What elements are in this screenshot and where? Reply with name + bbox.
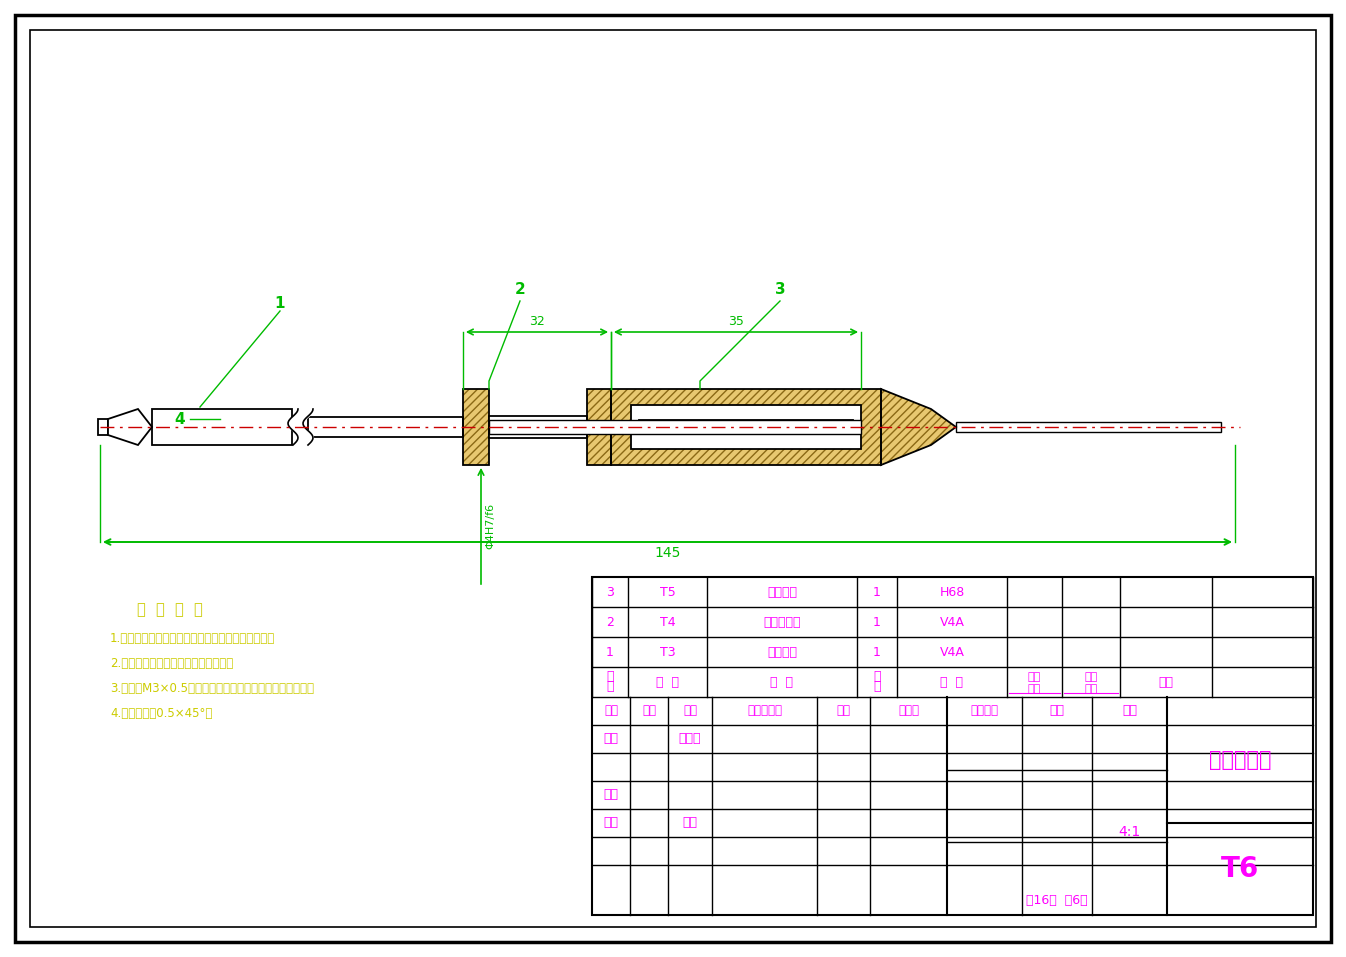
Text: 枪针后件: 枪针后件 [767, 586, 797, 598]
Text: 序: 序 [606, 671, 614, 683]
Text: 设计: 设计 [603, 732, 619, 746]
Text: 1: 1 [606, 646, 614, 658]
Bar [463, 389, 489, 465]
Bar [98, 419, 108, 435]
Text: T5: T5 [660, 586, 676, 598]
Text: 枪针前件: 枪针前件 [767, 646, 797, 658]
Bar [639, 420, 853, 434]
Text: 号: 号 [606, 680, 614, 694]
Text: 4: 4 [175, 412, 184, 427]
Text: 标准化: 标准化 [678, 732, 701, 746]
Bar [631, 405, 861, 449]
Text: 名  称: 名 称 [770, 676, 794, 688]
Polygon shape [882, 389, 956, 465]
Text: 1.枪针装配前须用汽油清洗三个零件，并涂油脂销；: 1.枪针装配前须用汽油清洗三个零件，并涂油脂销； [110, 632, 275, 645]
Text: 比例: 比例 [1123, 704, 1137, 718]
Bar [489, 420, 861, 434]
Text: 量: 量 [874, 680, 880, 694]
Text: 处数: 处数 [642, 704, 656, 718]
Text: V4A: V4A [940, 646, 965, 658]
Text: 1: 1 [275, 296, 285, 311]
Text: 枪针装配图: 枪针装配图 [1209, 750, 1271, 770]
Bar [611, 389, 882, 465]
Text: 备注: 备注 [1159, 676, 1174, 688]
Text: 1: 1 [874, 586, 880, 598]
Text: 更改文件号: 更改文件号 [747, 704, 782, 718]
Text: 3: 3 [606, 586, 614, 598]
Bar [308, 417, 463, 437]
Text: 签名: 签名 [836, 704, 851, 718]
Text: 工艺: 工艺 [603, 816, 619, 830]
Text: 4.未注倒角为0.5×45°。: 4.未注倒角为0.5×45°。 [110, 707, 213, 720]
Text: 32: 32 [529, 315, 545, 328]
Bar [587, 389, 611, 465]
Text: T3: T3 [660, 646, 676, 658]
Text: H68: H68 [940, 586, 965, 598]
Text: 2.枪针为精密件，装配时要小心对待；: 2.枪针为精密件，装配时要小心对待； [110, 657, 233, 670]
Bar [489, 416, 587, 438]
Text: 重量: 重量 [1028, 684, 1040, 695]
Text: Φ4H7/f6: Φ4H7/f6 [485, 503, 495, 549]
Text: 4:1: 4:1 [1119, 825, 1140, 839]
Text: T4: T4 [660, 615, 676, 629]
Text: 3: 3 [775, 282, 785, 297]
Text: 阶段标记: 阶段标记 [970, 704, 999, 718]
Text: 2: 2 [514, 282, 525, 297]
Text: 标记: 标记 [604, 704, 618, 718]
Text: 年月日: 年月日 [898, 704, 919, 718]
Text: 材  料: 材 料 [941, 676, 964, 688]
Text: 枪针中间件: 枪针中间件 [763, 615, 801, 629]
Text: 35: 35 [728, 315, 744, 328]
Bar [611, 389, 882, 465]
Text: 代  号: 代 号 [656, 676, 678, 688]
Text: 技  术  要  求: 技 术 要 求 [137, 602, 203, 617]
Text: 分区: 分区 [682, 704, 697, 718]
Text: 2: 2 [606, 615, 614, 629]
Text: 重量: 重量 [1050, 704, 1065, 718]
Text: 单件: 单件 [1028, 673, 1040, 682]
Text: 数: 数 [874, 671, 880, 683]
Polygon shape [108, 409, 152, 445]
Text: 1: 1 [874, 615, 880, 629]
Bar [587, 389, 611, 465]
Text: 1: 1 [874, 646, 880, 658]
Text: 145: 145 [654, 546, 681, 560]
Text: 3.螺纹为M3×0.5，装配时选到底，以保证枪针的精足性；: 3.螺纹为M3×0.5，装配时选到底，以保证枪针的精足性； [110, 682, 314, 695]
Bar [152, 409, 292, 445]
Text: 审核: 审核 [603, 789, 619, 802]
Bar [592, 577, 1312, 915]
Text: T6: T6 [1221, 856, 1259, 883]
Text: 共16张  第6张: 共16张 第6张 [1026, 895, 1088, 907]
Bar [463, 389, 489, 465]
Bar [956, 422, 1221, 432]
Text: 重量: 重量 [1085, 684, 1097, 695]
Text: V4A: V4A [940, 615, 965, 629]
Text: 总计: 总计 [1085, 673, 1097, 682]
Text: 批准: 批准 [682, 816, 697, 830]
